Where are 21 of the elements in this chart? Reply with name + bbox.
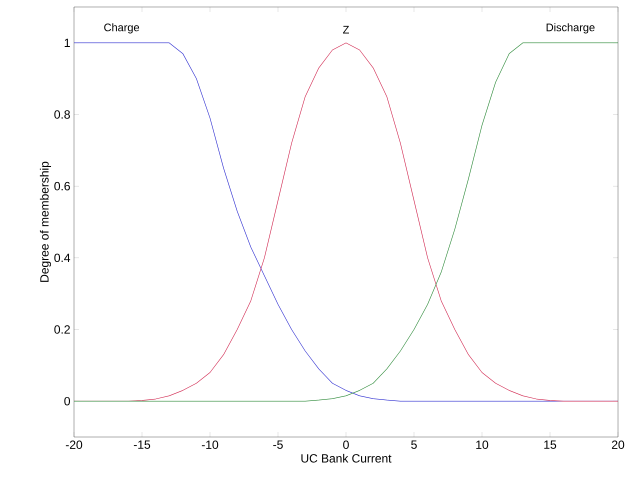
x-tick-label: -15 bbox=[134, 440, 150, 449]
x-tick-label: 10 bbox=[476, 440, 488, 449]
y-tick-label: 0 bbox=[64, 396, 70, 406]
series-label: Discharge bbox=[546, 23, 595, 34]
y-tick-label: 0.2 bbox=[54, 325, 70, 334]
y-tick-label: 0.4 bbox=[54, 254, 70, 262]
y-axis-title: Degree of membership bbox=[40, 162, 52, 282]
x-tick-label: 5 bbox=[411, 440, 417, 449]
series-label: Charge bbox=[104, 23, 140, 34]
x-tick-label: 20 bbox=[612, 440, 624, 449]
x-tick-label: 15 bbox=[544, 440, 556, 449]
y-tick-label: 0.6 bbox=[54, 182, 70, 190]
x-axis-title: UC Bank Current bbox=[301, 454, 392, 463]
y-tick-label: 0.8 bbox=[54, 110, 70, 119]
x-tick-label: -20 bbox=[66, 440, 82, 449]
x-tick-label: -10 bbox=[202, 440, 218, 449]
x-tick-label: 0 bbox=[343, 440, 349, 449]
x-tick-label: -5 bbox=[273, 440, 283, 449]
y-tick-label: 1 bbox=[64, 38, 70, 47]
series-label: Z bbox=[343, 26, 349, 34]
line-series bbox=[74, 42, 618, 402]
